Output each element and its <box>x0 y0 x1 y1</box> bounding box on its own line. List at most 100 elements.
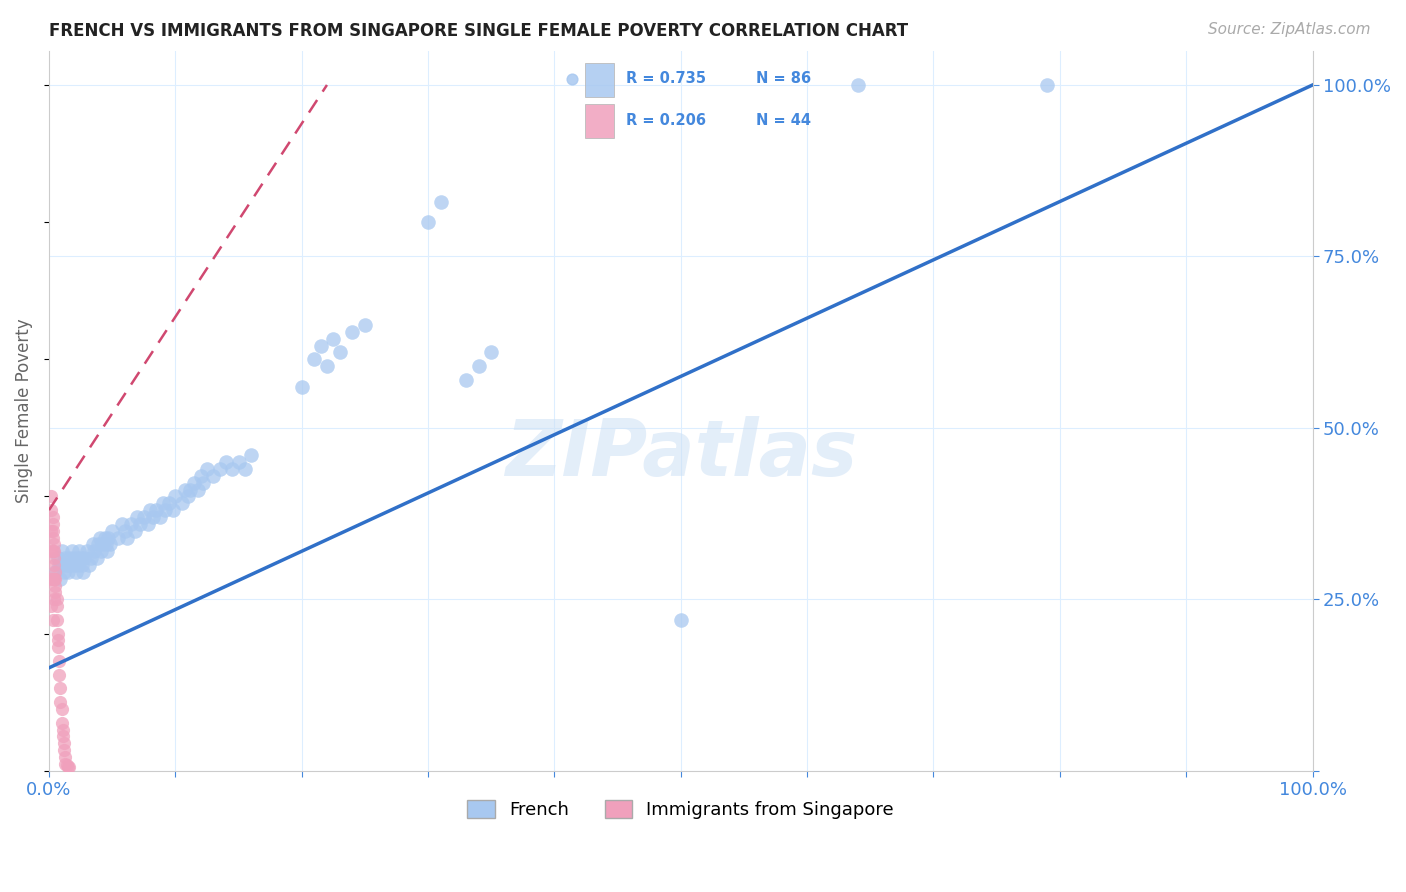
Point <box>41 544 63 558</box>
Point <box>96 544 118 558</box>
Point <box>41 524 63 538</box>
Point <box>291 380 314 394</box>
Point <box>86 551 108 566</box>
Point <box>60 544 83 558</box>
FancyBboxPatch shape <box>585 104 614 138</box>
Point <box>42 544 65 558</box>
Point <box>58 760 80 774</box>
Text: N = 86: N = 86 <box>756 71 811 87</box>
Point <box>191 475 214 490</box>
Point <box>187 483 209 497</box>
Point <box>49 681 72 696</box>
Point <box>89 531 111 545</box>
Point <box>87 537 110 551</box>
Point <box>177 490 200 504</box>
Legend: French, Immigrants from Singapore: French, Immigrants from Singapore <box>460 793 901 827</box>
Point <box>91 537 114 551</box>
Point <box>48 558 70 572</box>
Point <box>42 524 65 538</box>
Point <box>41 503 63 517</box>
Point <box>53 743 76 757</box>
Point <box>157 496 180 510</box>
Point <box>46 640 69 655</box>
Point <box>142 510 165 524</box>
Point <box>44 572 66 586</box>
Point <box>94 537 117 551</box>
Point <box>42 613 65 627</box>
Point <box>846 78 869 92</box>
Point <box>190 468 212 483</box>
Point <box>65 565 87 579</box>
Point <box>111 516 134 531</box>
Point <box>69 551 91 566</box>
Point <box>183 475 205 490</box>
Point <box>55 758 77 772</box>
Point <box>42 537 65 551</box>
Point <box>42 572 65 586</box>
Point <box>44 578 66 592</box>
Point <box>48 667 70 681</box>
Point <box>44 565 66 579</box>
Point <box>67 558 90 572</box>
Point <box>132 510 155 524</box>
Point <box>46 626 69 640</box>
Point <box>221 462 243 476</box>
Point <box>669 613 692 627</box>
Point <box>561 71 583 86</box>
Point <box>416 215 439 229</box>
Point <box>170 496 193 510</box>
Point <box>145 503 167 517</box>
Text: ZIPatlas: ZIPatlas <box>505 416 856 491</box>
Point <box>42 531 65 545</box>
Point <box>240 448 263 462</box>
Point <box>72 565 94 579</box>
Point <box>124 524 146 538</box>
Text: FRENCH VS IMMIGRANTS FROM SINGAPORE SINGLE FEMALE POVERTY CORRELATION CHART: FRENCH VS IMMIGRANTS FROM SINGAPORE SING… <box>49 22 908 40</box>
Point <box>136 516 159 531</box>
Point <box>67 544 90 558</box>
Text: Source: ZipAtlas.com: Source: ZipAtlas.com <box>1208 22 1371 37</box>
Text: N = 44: N = 44 <box>756 112 811 128</box>
Point <box>114 524 136 538</box>
Point <box>98 537 121 551</box>
Point <box>195 462 218 476</box>
Point <box>304 352 326 367</box>
Point <box>62 551 84 566</box>
Point <box>79 558 101 572</box>
Point <box>202 468 225 483</box>
Point <box>42 544 65 558</box>
Point <box>90 544 112 558</box>
Point <box>41 599 63 614</box>
Point <box>454 373 477 387</box>
Point <box>93 531 115 545</box>
Point <box>52 723 75 737</box>
Point <box>127 510 149 524</box>
Point <box>45 613 67 627</box>
Text: R = 0.735: R = 0.735 <box>626 71 706 87</box>
Point <box>76 544 98 558</box>
Point <box>329 345 352 359</box>
Point <box>42 572 65 586</box>
Point <box>107 531 129 545</box>
Point <box>1036 78 1059 92</box>
Point <box>52 558 75 572</box>
Point <box>63 558 86 572</box>
Point <box>73 551 96 566</box>
Point <box>174 483 197 497</box>
Point <box>228 455 250 469</box>
Point <box>52 730 75 744</box>
Point <box>42 558 65 572</box>
Point <box>208 462 231 476</box>
Point <box>45 599 67 614</box>
Point <box>56 565 79 579</box>
Point <box>117 531 139 545</box>
Point <box>82 537 104 551</box>
Point <box>309 338 332 352</box>
Point <box>129 516 152 531</box>
Point <box>42 516 65 531</box>
Point <box>46 551 69 566</box>
Point <box>51 702 73 716</box>
Point <box>354 318 377 332</box>
Point <box>55 750 77 764</box>
Point <box>97 531 120 545</box>
